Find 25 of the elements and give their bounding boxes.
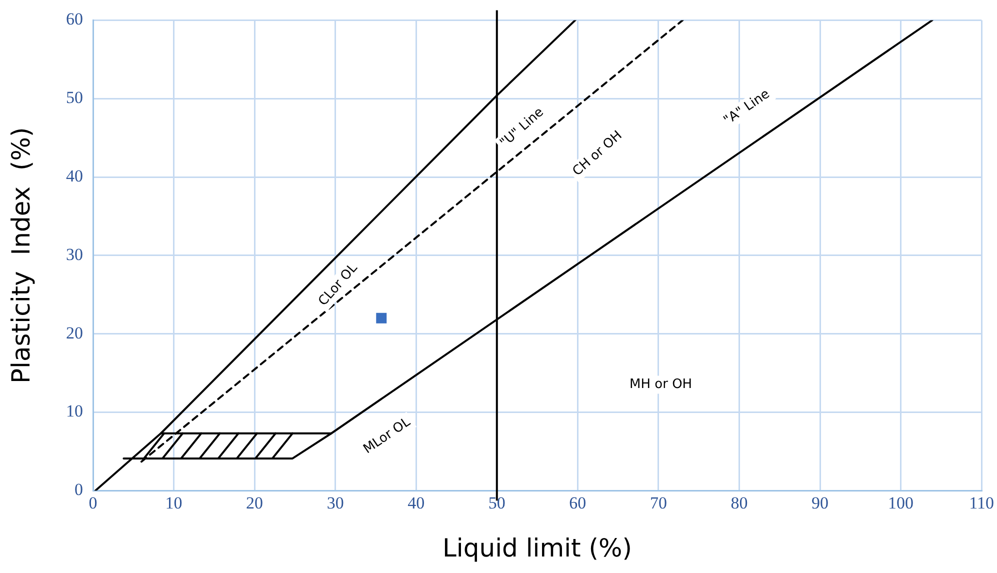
y-tick-label: 50 xyxy=(66,88,83,108)
y-tick-label: 40 xyxy=(66,166,83,186)
x-tick-label: 40 xyxy=(408,493,425,512)
x-tick-label: 100 xyxy=(888,493,914,512)
x-tick-label: 90 xyxy=(812,493,829,512)
x-tick-label: 60 xyxy=(569,493,586,512)
annotation: MH or OH xyxy=(630,377,692,392)
x-tick-label: 20 xyxy=(246,493,264,512)
annotation: CH or OH xyxy=(570,128,626,180)
x-tick-label: 80 xyxy=(730,493,748,512)
annotation: "A" Line xyxy=(721,86,773,128)
x-tick-label: 30 xyxy=(326,493,344,512)
y-tick-label: 10 xyxy=(66,402,83,421)
x-tick-label: 70 xyxy=(650,493,667,512)
x-axis-title: Liquid limit (%) xyxy=(442,534,632,562)
y-tick-label: 60 xyxy=(66,10,83,29)
y-axis-title: Plasticity Index (%) xyxy=(6,127,36,384)
y-tick-label: 20 xyxy=(66,323,83,342)
x-tick-label: 110 xyxy=(969,493,994,512)
x-tick-label: 50 xyxy=(488,493,506,512)
x-tick-label: 10 xyxy=(165,493,182,512)
annotation: "U" Line xyxy=(497,104,547,151)
y-tick-label: 0 xyxy=(74,480,83,500)
y-tick-label: 30 xyxy=(66,244,83,264)
x-tick-label: 0 xyxy=(88,493,98,512)
